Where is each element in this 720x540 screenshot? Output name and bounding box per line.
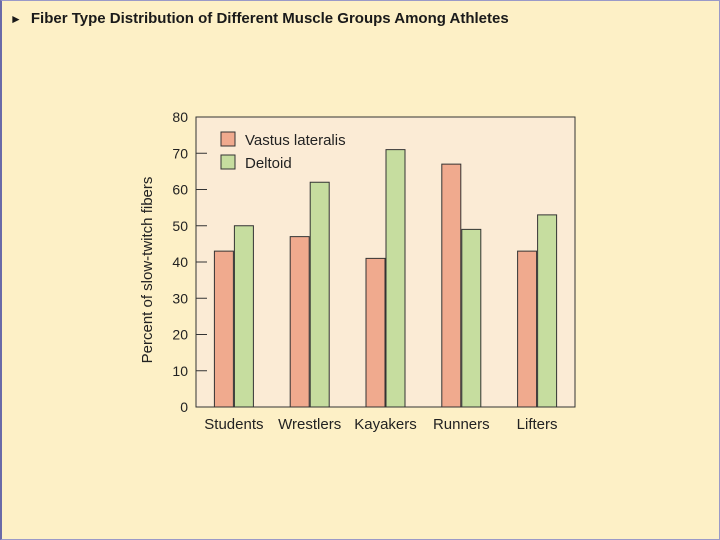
x-category-label: Lifters (517, 416, 558, 433)
y-axis-title: Percent of slow-twitch fibers (139, 177, 156, 364)
x-category-label: Kayakers (354, 416, 417, 433)
x-category-label: Runners (433, 416, 490, 433)
x-category-label: Wrestlers (278, 416, 341, 433)
legend-swatch-deltoid (220, 154, 236, 170)
y-axis: 0 10 20 30 40 50 60 70 80 (172, 109, 207, 415)
slide-title: ► Fiber Type Distribution of Different M… (10, 10, 509, 27)
bar-vastus-lateralis-wrestlers (289, 236, 310, 408)
y-tick-label: 50 (172, 218, 188, 234)
y-tick-label: 30 (172, 290, 188, 306)
bar-deltoid-runners (461, 228, 482, 408)
y-tick-label: 80 (172, 109, 188, 125)
bar-vastus-lateralis-lifters (517, 250, 538, 408)
bars (213, 149, 558, 408)
triangle-right-icon: ► (10, 11, 22, 26)
legend: Vastus lateralis Deltoid (220, 131, 346, 172)
y-tick-label: 0 (180, 399, 188, 415)
legend-label: Vastus lateralis (245, 132, 346, 149)
legend-label: Deltoid (245, 155, 292, 172)
bar-deltoid-students (233, 225, 254, 408)
x-axis: Students Wrestlers Kayakers Runners Lifters (204, 416, 557, 433)
y-tick-label: 40 (172, 254, 188, 270)
bar-deltoid-lifters (537, 214, 558, 408)
slide-title-text: Fiber Type Distribution of Different Mus… (30, 10, 509, 27)
legend-swatch-vastus-lateralis (220, 131, 236, 147)
y-tick-label: 70 (172, 145, 188, 161)
x-category-label: Students (204, 416, 263, 433)
y-tick-label: 20 (172, 327, 188, 343)
bar-vastus-lateralis-kayakers (365, 257, 386, 408)
bar-vastus-lateralis-runners (441, 163, 462, 408)
y-tick-label: 10 (172, 363, 188, 379)
bar-vastus-lateralis-students (213, 250, 234, 408)
y-tick-label: 60 (172, 182, 188, 198)
bar-deltoid-wrestlers (309, 181, 330, 408)
bar-deltoid-kayakers (385, 149, 406, 408)
